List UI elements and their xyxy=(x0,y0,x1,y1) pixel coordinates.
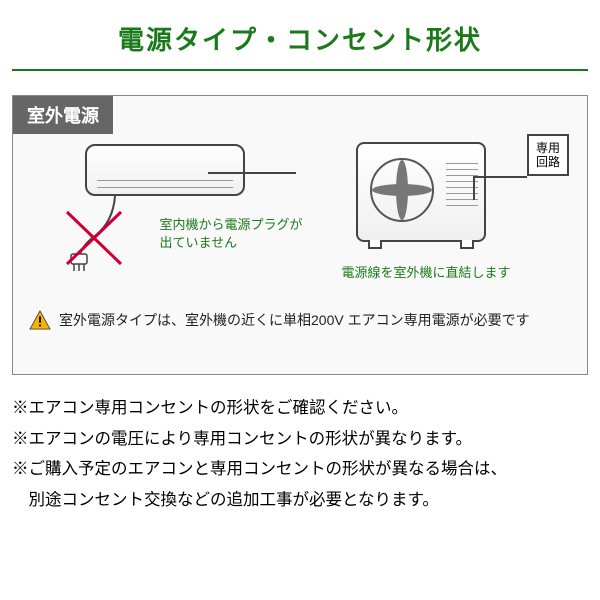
plug-cross-icon xyxy=(65,194,135,274)
indoor-caption: 室内機から電源プラグが 出ていません xyxy=(160,216,310,252)
ac-vent xyxy=(97,180,233,188)
feet xyxy=(358,240,484,249)
circuit-box: 専用回路 xyxy=(527,134,569,176)
diagram-content: 室内機から電源プラグが 出ていません 電源線を室外機に直結します 専用回路 xyxy=(13,96,587,306)
outdoor-caption: 電源線を室外機に直結します xyxy=(342,262,522,281)
note-4: 別途コンセント交換などの追加工事が必要となります。 xyxy=(12,485,588,516)
circuit-line-v xyxy=(473,176,475,200)
warning-icon xyxy=(29,310,51,330)
indoor-unit: 室内機から電源プラグが 出ていません xyxy=(85,144,245,196)
indoor-caption-l2: 出ていません xyxy=(160,235,238,250)
indoor-caption-l1: 室内機から電源プラグが xyxy=(160,217,303,232)
warning-row: 室外電源タイプは、室外機の近くに単相200V エアコン専用電源が必要です xyxy=(13,306,587,330)
warning-text: 室外電源タイプは、室外機の近くに単相200V エアコン専用電源が必要です xyxy=(59,310,530,330)
outdoor-unit: 電源線を室外機に直結します xyxy=(356,142,516,281)
fan-icon xyxy=(370,158,434,222)
circuit-line-h xyxy=(473,176,527,178)
diagram-panel: 室外電源 室内機から電源プラグが 出ていません xyxy=(12,95,588,375)
notes-block: ※エアコン専用コンセントの形状をご確認ください。 ※エアコンの電圧により専用コン… xyxy=(12,393,588,515)
page-title: 電源タイプ・コンセント形状 xyxy=(12,12,588,71)
connector-line xyxy=(208,172,296,174)
note-3: ※ご購入予定のエアコンと専用コンセントの形状が異なる場合は、 xyxy=(12,454,588,485)
ac-indoor-body xyxy=(85,144,245,196)
ac-outdoor-body xyxy=(356,142,486,242)
note-1: ※エアコン専用コンセントの形状をご確認ください。 xyxy=(12,393,588,424)
note-2: ※エアコンの電圧により専用コンセントの形状が異なります。 xyxy=(12,424,588,455)
